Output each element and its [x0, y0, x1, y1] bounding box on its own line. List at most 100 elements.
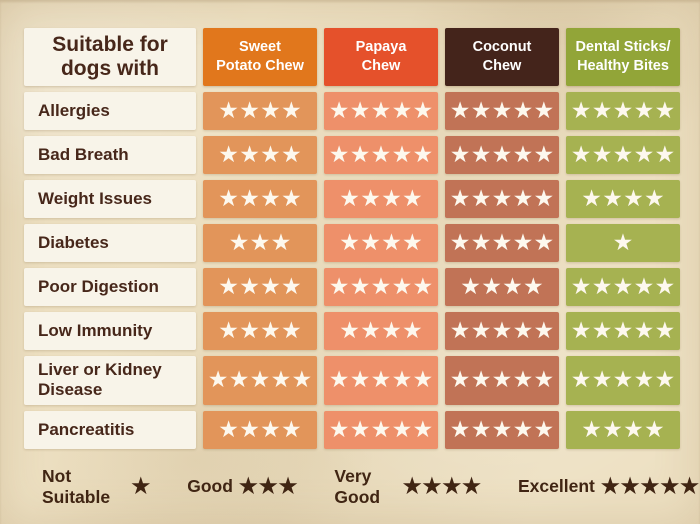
condition-label: Liver or Kidney Disease: [24, 356, 196, 405]
legend-star-icons: ★★★★: [402, 475, 482, 499]
condition-label-text: Diabetes: [38, 232, 109, 252]
rating-cell-coconut-chew: ★★★★: [445, 268, 559, 306]
table-row-liver-or-kidney-disease: Liver or Kidney Disease ★★★★★ ★★★★★ ★★★★★ ★★…: [24, 356, 700, 405]
table-row-diabetes: Diabetes ★★★ ★★★★ ★★★★★ ★: [24, 224, 700, 262]
rating-cell-coconut-chew: ★★★★★: [445, 136, 559, 174]
table-row-weight-issues: Weight Issues ★★★★ ★★★★ ★★★★★ ★★★★: [24, 180, 700, 218]
legend-item-very-good: Very Good ★★★★: [334, 466, 482, 508]
rating-legend: Not Suitable ★ Good ★★★ Very Good ★★★★ Excelle…: [42, 466, 700, 508]
legend-star-icons: ★★★★★: [600, 475, 700, 499]
star-rating: ★★★★★: [451, 144, 556, 166]
rating-cell-sweet-potato-chew: ★★★★: [203, 92, 317, 130]
table-row-bad-breath: Bad Breath ★★★★ ★★★★★ ★★★★★ ★★★★★: [24, 136, 700, 174]
rating-cell-papaya-chew: ★★★★: [324, 180, 438, 218]
star-rating: ★★★★★: [572, 100, 677, 122]
star-rating: ★★★: [230, 232, 293, 254]
star-rating: ★★★★★: [572, 276, 677, 298]
star-rating: ★★★★★: [451, 100, 556, 122]
condition-label-text: Poor Digestion: [38, 276, 159, 296]
rating-cell-sweet-potato-chew: ★★★★: [203, 180, 317, 218]
condition-label: Poor Digestion: [24, 268, 196, 306]
star-rating: ★★★★★: [209, 369, 314, 392]
column-header-dental-sticks-healthy-bites: Dental Sticks/ Healthy Bites: [566, 28, 680, 86]
star-rating: ★★★★: [219, 100, 304, 122]
legend-label: Good: [187, 476, 233, 497]
table-row-low-immunity: Low Immunity ★★★★ ★★★★ ★★★★★ ★★★★★: [24, 312, 700, 350]
legend-item-good: Good ★★★: [187, 476, 298, 497]
star-rating: ★★★★★: [451, 369, 556, 392]
star-rating: ★★★★: [219, 188, 304, 210]
condition-label: Pancreatitis: [24, 410, 196, 449]
legend-item-not-suitable: Not Suitable ★: [42, 466, 151, 508]
star-rating: ★★★★★: [451, 418, 556, 441]
rating-cell-dental-sticks-healthy-bites: ★★★★★: [566, 268, 680, 306]
comparison-table: Suitable for dogs with Sweet Potato Chew…: [24, 28, 700, 449]
rating-cell-papaya-chew: ★★★★★: [324, 356, 438, 405]
rating-cell-dental-sticks-healthy-bites: ★★★★★: [566, 92, 680, 130]
corner-title: Suitable for dogs with: [52, 32, 168, 80]
star-rating: ★★★★★: [330, 418, 435, 441]
star-rating: ★★★★: [219, 276, 304, 298]
condition-label: Diabetes: [24, 224, 196, 262]
star-rating: ★★★★: [340, 320, 425, 342]
star-rating: ★: [614, 232, 635, 254]
star-rating: ★★★★: [219, 418, 304, 441]
rating-cell-coconut-chew: ★★★★★: [445, 224, 559, 262]
rating-cell-dental-sticks-healthy-bites: ★★★★★: [566, 312, 680, 350]
rating-cell-coconut-chew: ★★★★★: [445, 180, 559, 218]
star-rating: ★★★★★: [451, 188, 556, 210]
star-rating: ★★★★★: [451, 320, 556, 342]
rating-cell-coconut-chew: ★★★★★: [445, 410, 559, 449]
column-header-label: Dental Sticks/ Healthy Bites: [575, 39, 671, 74]
star-rating: ★★★★★: [451, 232, 556, 254]
condition-label-text: Weight Issues: [38, 188, 152, 208]
condition-label-text: Allergies: [38, 100, 110, 120]
column-header-sweet-potato-chew: Sweet Potato Chew: [203, 28, 317, 86]
column-header-label: Sweet Potato Chew: [216, 39, 304, 74]
rating-cell-papaya-chew: ★★★★★: [324, 410, 438, 449]
column-header-coconut-chew: Coconut Chew: [445, 28, 559, 86]
star-rating: ★★★★: [219, 144, 304, 166]
column-header-label: Papaya Chew: [355, 39, 407, 74]
condition-label: Weight Issues: [24, 180, 196, 218]
rating-cell-papaya-chew: ★★★★★: [324, 268, 438, 306]
rating-cell-coconut-chew: ★★★★★: [445, 312, 559, 350]
legend-item-excellent: Excellent ★★★★★: [518, 476, 700, 497]
rating-cell-dental-sticks-healthy-bites: ★★★★★: [566, 356, 680, 405]
condition-label: Low Immunity: [24, 312, 196, 350]
rating-cell-dental-sticks-healthy-bites: ★★★★: [566, 410, 680, 449]
table-row-poor-digestion: Poor Digestion ★★★★ ★★★★★ ★★★★ ★★★★★: [24, 268, 700, 306]
rating-cell-dental-sticks-healthy-bites: ★★★★: [566, 180, 680, 218]
star-rating: ★★★★: [340, 188, 425, 210]
table-header-row: Suitable for dogs with Sweet Potato Chew…: [24, 28, 700, 86]
table-row-pancreatitis: Pancreatitis ★★★★ ★★★★★ ★★★★★ ★★★★: [24, 410, 700, 449]
table-corner-header: Suitable for dogs with: [24, 28, 196, 86]
rating-cell-sweet-potato-chew: ★★★★: [203, 136, 317, 174]
star-rating: ★★★★★: [572, 144, 677, 166]
column-header-label: Coconut Chew: [472, 39, 532, 74]
star-rating: ★★★★★: [572, 320, 677, 342]
star-rating: ★★★★★: [330, 276, 435, 298]
star-rating: ★★★★: [582, 188, 667, 210]
rating-cell-papaya-chew: ★★★★★: [324, 136, 438, 174]
legend-label: Very Good: [334, 465, 381, 507]
star-rating: ★★★★★: [330, 100, 435, 122]
rating-cell-sweet-potato-chew: ★★★★: [203, 312, 317, 350]
rating-cell-sweet-potato-chew: ★★★★: [203, 410, 317, 449]
legend-star-icons: ★: [131, 475, 152, 499]
rating-cell-papaya-chew: ★★★★: [324, 312, 438, 350]
rating-cell-coconut-chew: ★★★★★: [445, 356, 559, 405]
column-header-papaya-chew: Papaya Chew: [324, 28, 438, 86]
legend-label: Excellent: [518, 476, 595, 497]
condition-label: Bad Breath: [24, 136, 196, 174]
star-rating: ★★★★★: [330, 369, 435, 392]
star-rating: ★★★★: [461, 276, 546, 298]
rating-cell-sweet-potato-chew: ★★★★: [203, 268, 317, 306]
rating-cell-coconut-chew: ★★★★★: [445, 92, 559, 130]
star-rating: ★★★★★: [330, 144, 435, 166]
rating-cell-papaya-chew: ★★★★★: [324, 92, 438, 130]
rating-cell-dental-sticks-healthy-bites: ★★★★★: [566, 136, 680, 174]
rating-cell-papaya-chew: ★★★★: [324, 224, 438, 262]
rating-cell-sweet-potato-chew: ★★★★★: [203, 356, 317, 405]
